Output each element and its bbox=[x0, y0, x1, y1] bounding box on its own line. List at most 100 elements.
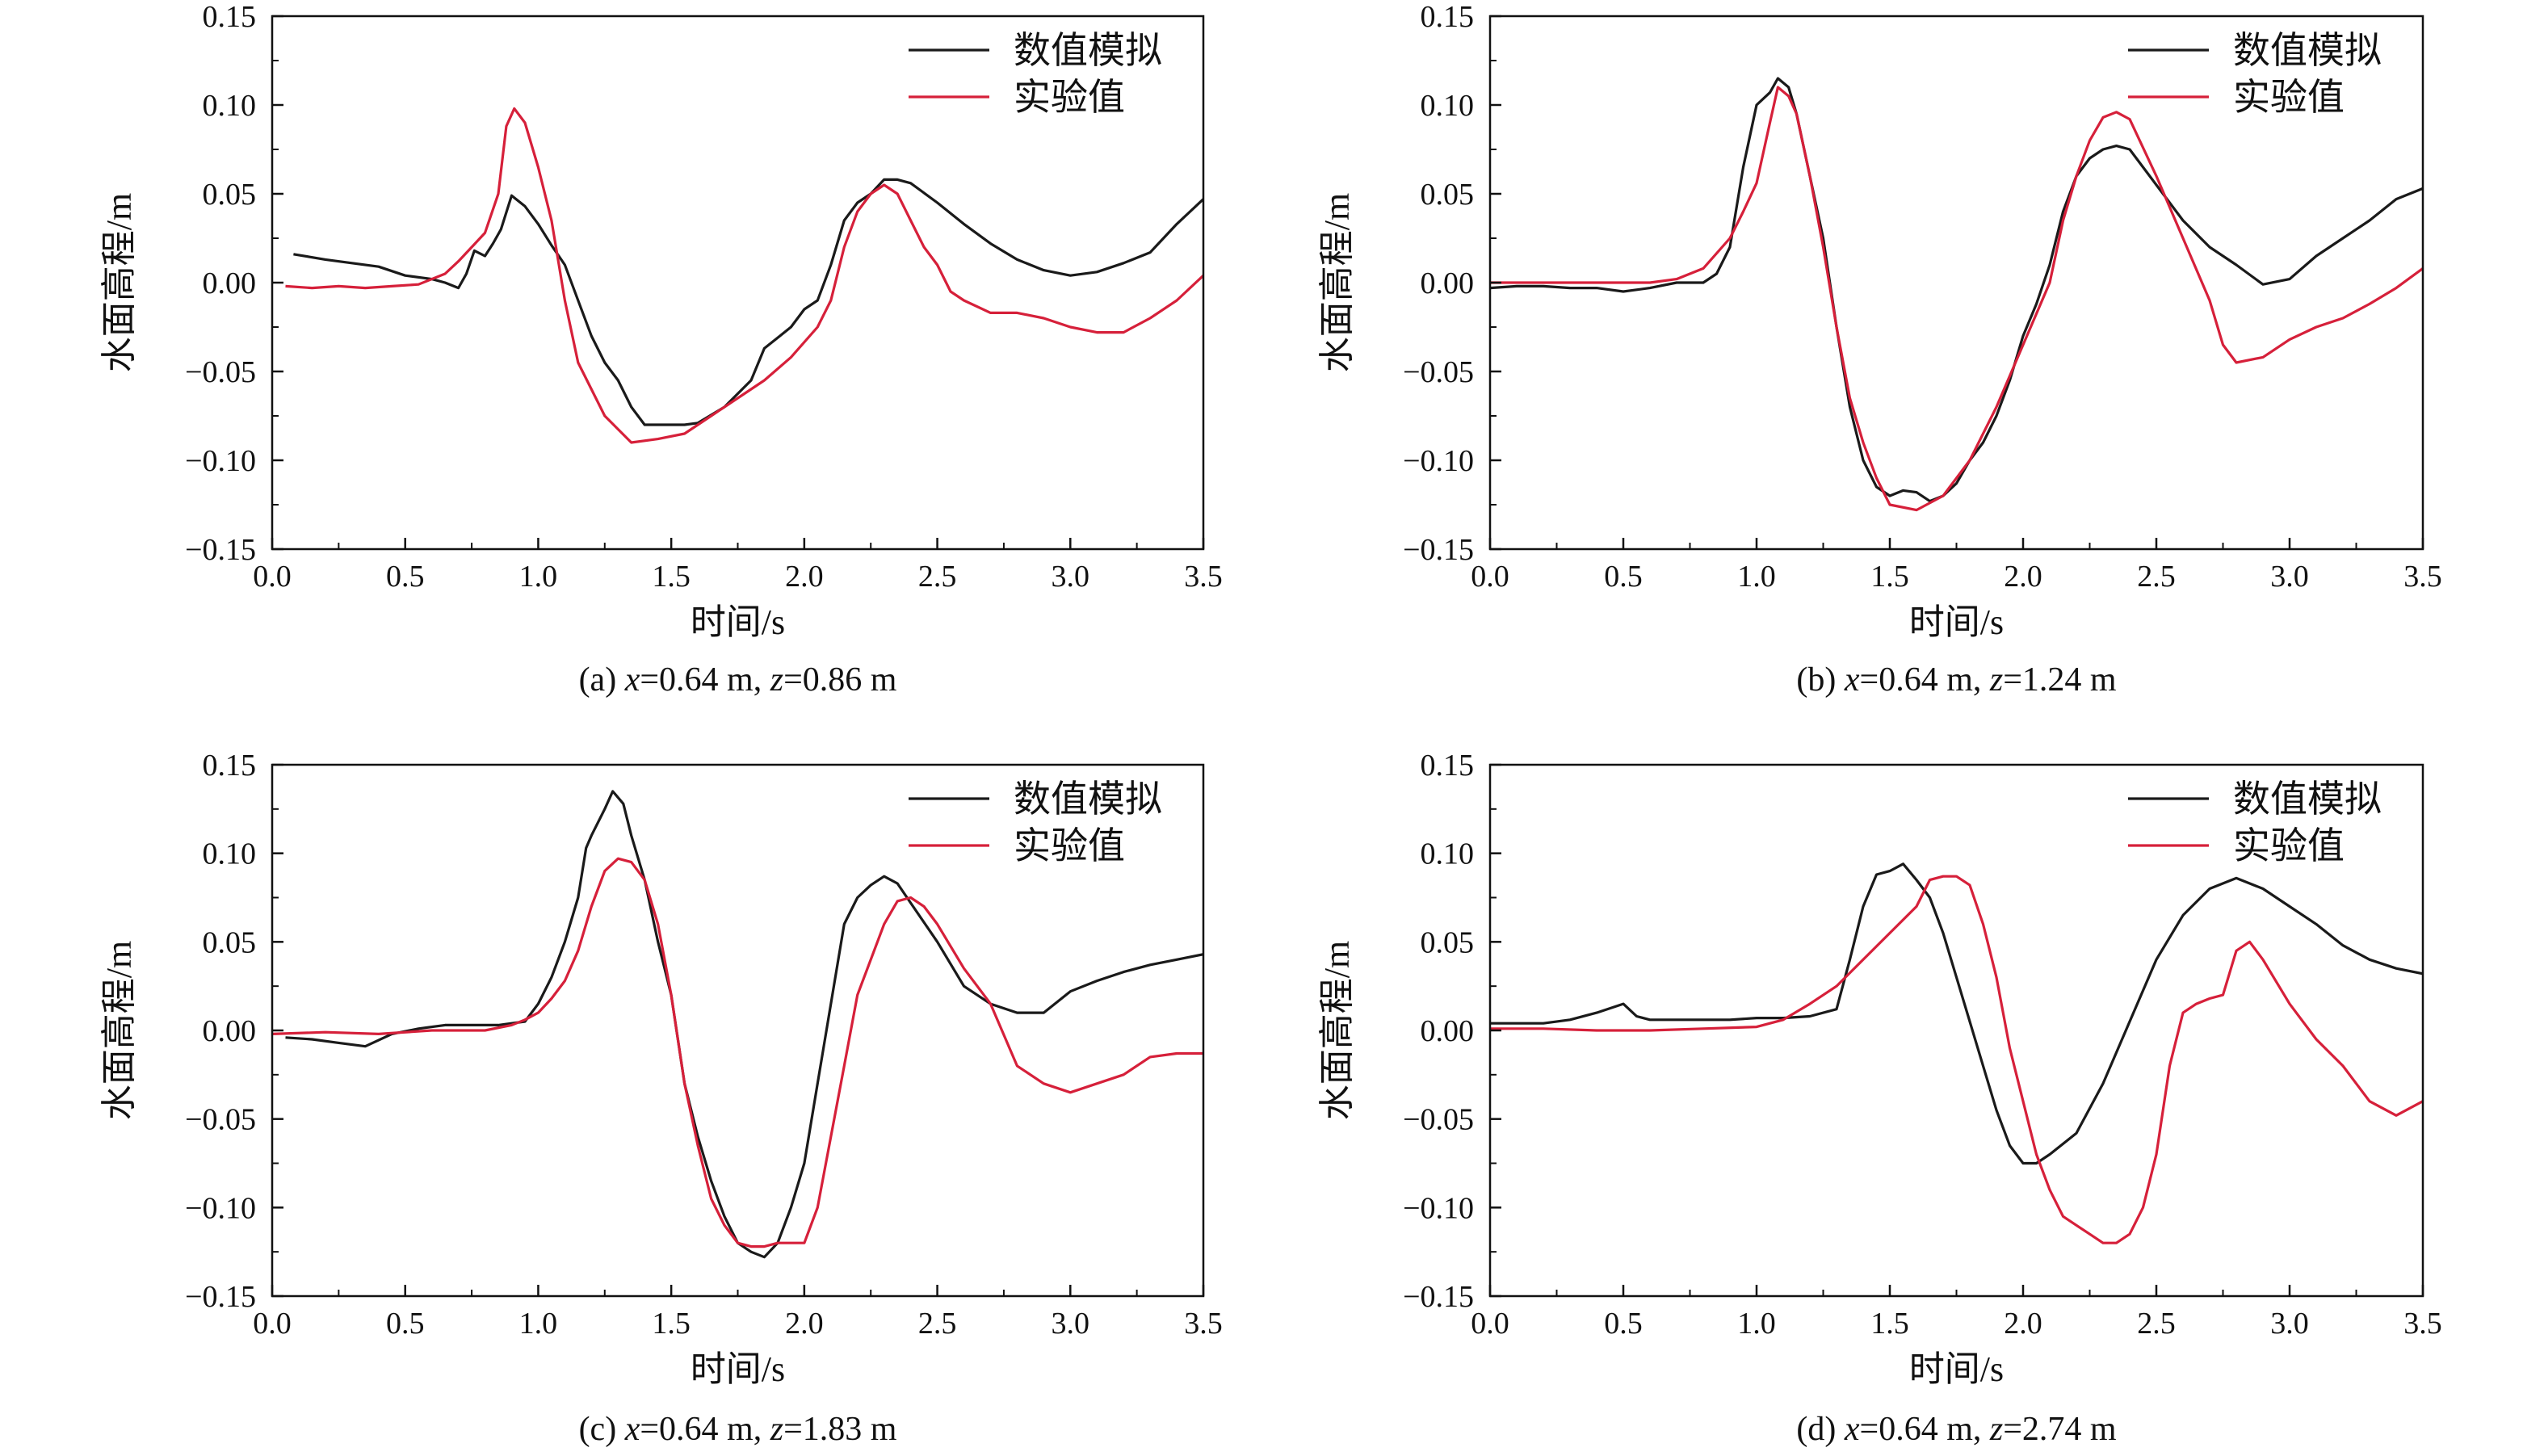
series-line-experiment bbox=[1490, 875, 2423, 1244]
caption-text: =2.74 m bbox=[2003, 1411, 2117, 1448]
caption-text: =0.64 m, bbox=[1860, 661, 1990, 699]
legend-label-experiment: 实验值 bbox=[1014, 77, 1125, 118]
y-tick-label: −0.10 bbox=[1403, 1191, 1474, 1225]
caption-variable: x bbox=[1844, 1411, 1860, 1448]
y-tick-label: −0.05 bbox=[185, 355, 256, 389]
x-tick-label: 1.0 bbox=[1737, 1307, 1776, 1341]
y-tick-label: −0.10 bbox=[1403, 444, 1474, 478]
panel-caption: (a) x=0.64 m, z=0.86 m bbox=[579, 661, 897, 699]
legend-label-simulation: 数值模拟 bbox=[2233, 778, 2382, 820]
caption-text: (b) bbox=[1796, 661, 1844, 699]
y-tick-label: −0.05 bbox=[1403, 1103, 1474, 1137]
series-line-experiment bbox=[285, 107, 1203, 444]
y-tick-label: −0.05 bbox=[185, 1103, 256, 1137]
y-axis-title: 水面高程/m bbox=[99, 941, 139, 1120]
y-tick-label: 0.15 bbox=[1421, 0, 1475, 34]
y-tick-label: 0.15 bbox=[1421, 749, 1475, 783]
y-tick-label: −0.15 bbox=[185, 533, 256, 567]
x-tick-label: 1.5 bbox=[652, 1307, 691, 1341]
x-tick-label: 3.5 bbox=[1184, 1307, 1223, 1341]
y-tick-label: 0.05 bbox=[1421, 178, 1475, 212]
legend-label-simulation: 数值模拟 bbox=[1014, 778, 1162, 820]
x-tick-label: 0.0 bbox=[253, 1307, 292, 1341]
y-tick-label: 0.00 bbox=[1421, 1014, 1475, 1048]
y-tick-label: 0.05 bbox=[203, 178, 257, 212]
caption-text: =0.64 m, bbox=[1860, 1411, 1990, 1448]
caption-text: =1.24 m bbox=[2003, 661, 2117, 699]
x-tick-label: 2.0 bbox=[2004, 1307, 2042, 1341]
chart-panel-d: 0.0 0.5 1.0 1.5 2.0 2.5 3.0 3.5 −0.15 −0.10 −0.05 0… bbox=[1317, 749, 2442, 1448]
series-line-experiment bbox=[272, 857, 1203, 1248]
x-tick-label: 1.5 bbox=[1870, 1307, 1909, 1341]
legend-label-experiment: 实验值 bbox=[2233, 825, 2345, 866]
y-tick-label: 0.10 bbox=[203, 837, 257, 871]
x-tick-label: 2.5 bbox=[2137, 560, 2176, 594]
x-tick-label: 2.5 bbox=[918, 1307, 957, 1341]
y-tick-label: −0.10 bbox=[185, 444, 256, 478]
y-tick-label: 0.15 bbox=[203, 0, 257, 34]
caption-text: =1.83 m bbox=[783, 1411, 897, 1448]
y-tick-label: 0.10 bbox=[203, 89, 257, 123]
chart-panel-a: 0.0 0.5 1.0 1.5 2.0 2.5 3.0 3.5 −0.15 −0.10 −0.05 0… bbox=[99, 0, 1223, 699]
caption-variable: x bbox=[624, 661, 640, 699]
caption-variable: z bbox=[1989, 661, 2003, 699]
x-tick-label: 0.5 bbox=[386, 1307, 425, 1341]
x-tick-label: 1.5 bbox=[652, 560, 691, 594]
y-tick-label: −0.15 bbox=[185, 1280, 256, 1314]
legend-label-simulation: 数值模拟 bbox=[1014, 30, 1162, 71]
x-tick-label: 0.5 bbox=[1604, 560, 1643, 594]
y-axis-title: 水面高程/m bbox=[1317, 193, 1357, 372]
y-tick-label: −0.15 bbox=[1403, 1280, 1474, 1314]
y-tick-label: −0.10 bbox=[185, 1191, 256, 1225]
legend-label-experiment: 实验值 bbox=[2233, 77, 2345, 118]
y-tick-label: 0.00 bbox=[1421, 266, 1475, 300]
caption-text: (d) bbox=[1796, 1411, 1844, 1448]
x-tick-label: 0.5 bbox=[1604, 1307, 1643, 1341]
x-tick-label: 0.0 bbox=[1471, 1307, 1509, 1341]
y-tick-label: 0.00 bbox=[203, 266, 257, 300]
caption-variable: z bbox=[1989, 1411, 2003, 1448]
series-line-simulation bbox=[285, 790, 1203, 1259]
x-tick-label: 1.0 bbox=[519, 560, 558, 594]
x-tick-label: 1.0 bbox=[519, 1307, 558, 1341]
x-tick-label: 0.0 bbox=[253, 560, 292, 594]
x-tick-label: 2.0 bbox=[785, 560, 824, 594]
y-tick-label: −0.05 bbox=[1403, 355, 1474, 389]
x-axis-title: 时间/s bbox=[691, 1349, 785, 1389]
x-tick-label: 2.5 bbox=[2137, 1307, 2176, 1341]
x-axis-title: 时间/s bbox=[1909, 1349, 2004, 1389]
caption-variable: z bbox=[770, 661, 783, 699]
x-tick-label: 1.5 bbox=[1870, 560, 1909, 594]
caption-text: =0.64 m, bbox=[640, 661, 770, 699]
caption-variable: x bbox=[1844, 661, 1860, 699]
caption-text: =0.64 m, bbox=[640, 1411, 770, 1448]
x-tick-label: 3.0 bbox=[1052, 1307, 1090, 1341]
caption-variable: x bbox=[624, 1411, 640, 1448]
x-tick-label: 3.0 bbox=[1052, 560, 1090, 594]
x-tick-label: 3.5 bbox=[2403, 1307, 2442, 1341]
caption-variable: z bbox=[770, 1411, 783, 1448]
x-tick-label: 0.5 bbox=[386, 560, 425, 594]
x-tick-label: 3.5 bbox=[1184, 560, 1223, 594]
series-line-simulation bbox=[1490, 77, 2423, 503]
x-tick-label: 2.0 bbox=[785, 1307, 824, 1341]
x-axis-title: 时间/s bbox=[691, 602, 785, 642]
y-tick-label: 0.05 bbox=[203, 925, 257, 959]
series-line-simulation bbox=[293, 178, 1203, 426]
chart-panel-b: 0.0 0.5 1.0 1.5 2.0 2.5 3.0 3.5 −0.15 −0.10 −0.05 0… bbox=[1317, 0, 2442, 699]
series-line-simulation bbox=[1490, 862, 2423, 1165]
legend-label-simulation: 数值模拟 bbox=[2233, 30, 2382, 71]
y-tick-label: 0.15 bbox=[203, 749, 257, 783]
x-tick-label: 1.0 bbox=[1737, 560, 1776, 594]
series-line-experiment bbox=[1490, 86, 2423, 512]
x-tick-label: 2.0 bbox=[2004, 560, 2042, 594]
chart-panel-c: 0.0 0.5 1.0 1.5 2.0 2.5 3.0 3.5 −0.15 −0.10 −0.05 0… bbox=[99, 749, 1223, 1448]
x-tick-label: 3.0 bbox=[2270, 560, 2309, 594]
panel-caption: (d) x=0.64 m, z=2.74 m bbox=[1796, 1411, 2117, 1448]
x-tick-label: 0.0 bbox=[1471, 560, 1509, 594]
y-tick-label: 0.10 bbox=[1421, 89, 1475, 123]
x-tick-label: 3.0 bbox=[2270, 1307, 2309, 1341]
y-tick-label: 0.10 bbox=[1421, 837, 1475, 871]
y-tick-label: 0.05 bbox=[1421, 925, 1475, 959]
